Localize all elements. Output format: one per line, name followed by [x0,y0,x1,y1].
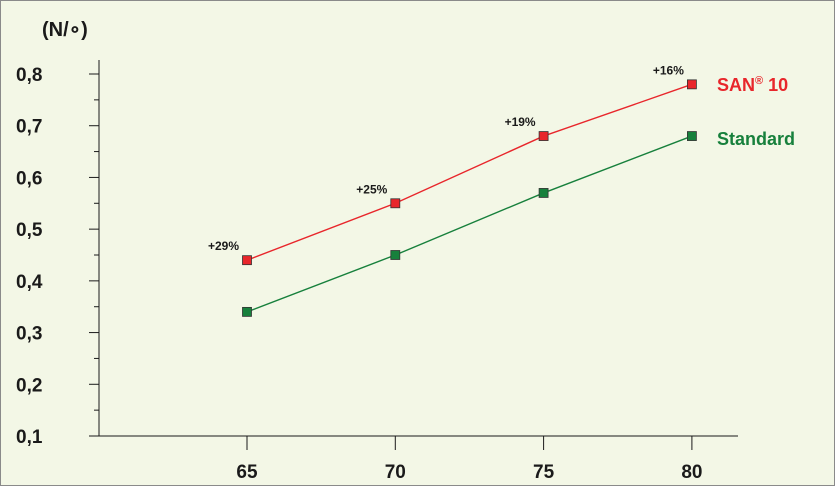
data-label: +16% [653,63,684,77]
x-tick-label: 70 [385,462,406,483]
y-tick-label: 0,3 [16,324,42,345]
legend-san-prefix: SAN [717,75,755,95]
y-axis-label: (N/∘) [42,19,88,41]
series-group: +29% +25% +19% +16% [208,63,697,317]
data-point [538,131,549,141]
y-tick-label: 0,1 [16,427,43,448]
y-tick-label: 0,5 [16,220,43,241]
data-point [242,255,252,266]
data-point [538,188,549,198]
data-point [242,306,252,317]
axes [98,60,738,437]
x-tick-label: 75 [533,462,555,483]
data-point [687,131,697,141]
data-point [390,198,401,209]
data-label: +19% [505,115,536,129]
data-point [390,250,401,260]
y-tick-label: 0,4 [16,272,43,293]
x-tick-label: 80 [681,462,702,483]
y-tick-label: 0,6 [16,168,42,189]
y-tick-label: 0,2 [16,375,42,396]
legend-san-registered: ® [755,75,763,87]
legend: SAN® 10 Standard [717,75,795,149]
y-ticks: 0,1 0,2 0,3 0,4 0,5 0,6 0,7 0,8 [16,65,99,448]
y-tick-label: 0,7 [16,117,42,138]
data-label: +25% [356,182,387,196]
data-label: +29% [208,239,239,253]
legend-san-suffix: 10 [763,75,788,95]
x-tick-label: 65 [236,462,258,483]
x-ticks: 65 70 75 80 [236,436,702,483]
legend-item-standard: Standard [717,129,795,149]
y-tick-label: 0,8 [16,65,42,86]
series-line-1 [246,135,693,313]
data-point [687,79,697,90]
series-line-0 [246,83,693,261]
legend-item-san10: SAN® 10 [717,75,788,95]
